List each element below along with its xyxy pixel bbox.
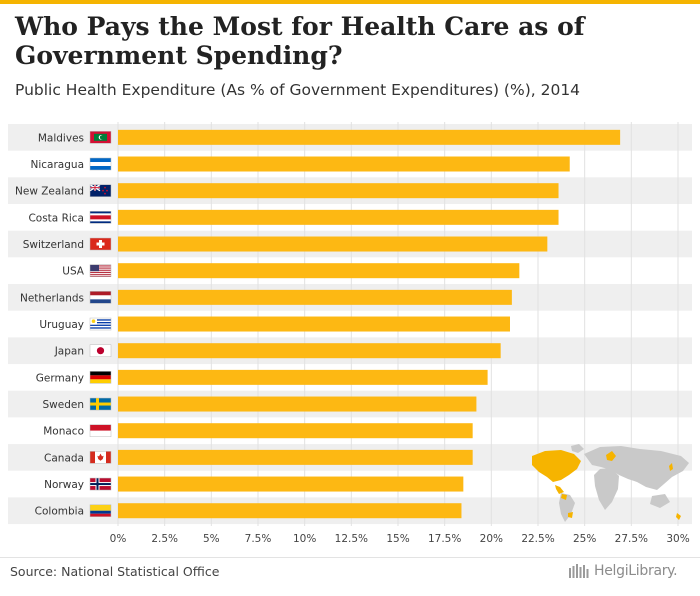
- europe-highlight-shape: [606, 451, 616, 461]
- category-label: Switzerland: [23, 239, 84, 251]
- x-tick-label: 12.5%: [335, 533, 368, 545]
- maldives-flag-icon: [89, 131, 112, 144]
- chart-subtitle: Public Health Expenditure (As % of Gover…: [15, 81, 581, 99]
- bar-maldives: [118, 129, 621, 145]
- brand-name: HelgiLibrary.: [594, 563, 678, 579]
- x-tick-label: 10%: [293, 533, 316, 545]
- canada-flag-icon: [89, 451, 112, 464]
- bar-netherlands: [118, 289, 512, 305]
- japan-map-shape: [669, 463, 673, 471]
- africa-shape: [594, 468, 619, 510]
- bar-costa-rica: [118, 209, 559, 225]
- x-tick-label: 25%: [573, 533, 596, 545]
- sweden-flag-icon: [89, 397, 112, 411]
- bar-sweden: [118, 396, 477, 412]
- category-label: Nicaragua: [31, 159, 84, 171]
- x-tick-label: 5%: [203, 533, 220, 545]
- category-label: USA: [62, 266, 85, 278]
- australia-shape: [650, 494, 670, 508]
- costa-rica-flag-icon: [89, 211, 112, 224]
- south-america-shape: [559, 493, 575, 522]
- category-label: New Zealand: [15, 186, 84, 198]
- world-map-icon: [532, 444, 689, 522]
- x-tick-label: 30%: [666, 533, 689, 545]
- usa-flag-icon: [89, 264, 112, 277]
- uruguay-flag-icon: [89, 317, 112, 331]
- colombia-flag-icon: [89, 504, 112, 517]
- category-label: Monaco: [43, 426, 84, 438]
- category-label: Colombia: [35, 506, 84, 518]
- category-label: Canada: [44, 452, 84, 464]
- category-label: Sweden: [43, 399, 85, 411]
- bar-switzerland: [118, 236, 548, 252]
- footer-divider: [0, 557, 700, 558]
- category-label: Japan: [54, 346, 84, 358]
- new-zealand-map-shape: [676, 513, 681, 520]
- category-label: Norway: [44, 479, 84, 491]
- uruguay-map-shape: [568, 512, 573, 518]
- bar-uruguay: [118, 316, 510, 332]
- colombia-map-shape: [561, 494, 567, 500]
- category-label: Maldives: [38, 132, 84, 144]
- category-label: Germany: [36, 372, 84, 384]
- netherlands-flag-icon: [89, 291, 112, 304]
- north-america-shape: [532, 450, 581, 482]
- central-america-shape: [555, 485, 564, 494]
- bar-usa: [118, 263, 520, 279]
- category-label: Netherlands: [20, 292, 84, 304]
- x-tick-label: 22.5%: [521, 533, 554, 545]
- page-title: Who Pays the Most for Health Care as of …: [15, 12, 585, 70]
- bar-chart: Maldives Nicaragua New Zealand Costa Rica Sw…: [8, 122, 692, 545]
- bar-new-zealand: [118, 183, 559, 199]
- bar-nicaragua: [118, 156, 570, 172]
- brand-logo[interactable]: HelgiLibrary.: [568, 563, 678, 579]
- monaco-flag-icon: [89, 424, 112, 437]
- nicaragua-flag-icon: [89, 157, 112, 171]
- x-tick-label: 20%: [480, 533, 503, 545]
- x-tick-label: 17.5%: [428, 533, 461, 545]
- x-tick-label: 0%: [110, 533, 127, 545]
- new-zealand-flag-icon: [89, 184, 112, 197]
- x-tick-label: 27.5%: [615, 533, 648, 545]
- category-label: Uruguay: [39, 319, 84, 331]
- category-label: Costa Rica: [28, 212, 84, 224]
- bar-japan: [118, 343, 501, 359]
- japan-flag-icon: [89, 344, 112, 357]
- bar-germany: [118, 369, 488, 385]
- norway-flag-icon: [89, 477, 112, 491]
- bar-norway: [118, 476, 464, 492]
- x-tick-label: 2.5%: [151, 533, 178, 545]
- switzerland-flag-icon: [89, 237, 112, 251]
- x-tick-label: 7.5%: [245, 533, 272, 545]
- germany-flag-icon: [89, 371, 112, 384]
- source-note: Source: National Statistical Office: [10, 564, 220, 579]
- bar-colombia: [118, 503, 462, 519]
- top-accent-rule: [0, 0, 700, 4]
- bar-monaco: [118, 423, 473, 439]
- bar-canada: [118, 449, 473, 465]
- greenland-shape: [571, 444, 584, 453]
- x-tick-label: 15%: [386, 533, 409, 545]
- library-icon: [569, 564, 589, 578]
